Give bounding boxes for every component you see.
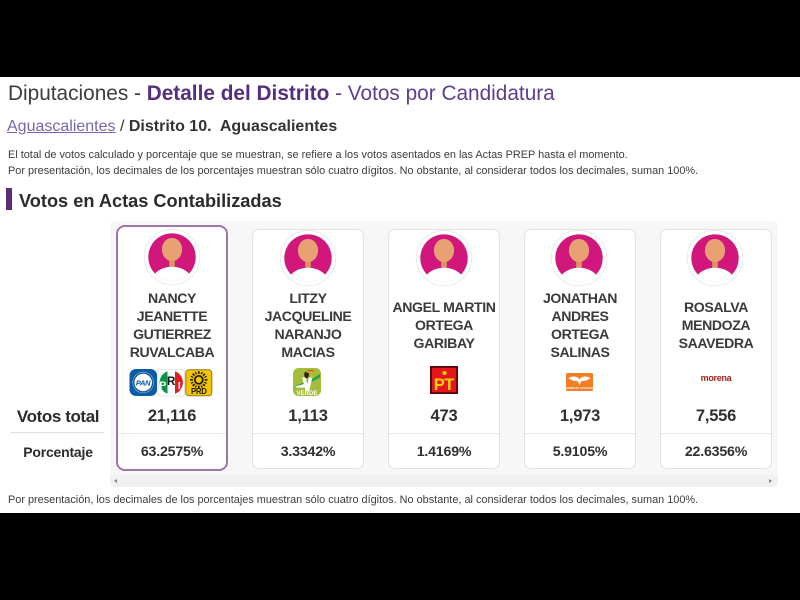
svg-text:P: P — [159, 379, 166, 391]
svg-text:PRD: PRD — [191, 387, 207, 396]
svg-text:PT: PT — [434, 376, 455, 394]
svg-text:VERDE: VERDE — [297, 391, 318, 396]
svg-text:MOVIMIENTO CIUDADANO: MOVIMIENTO CIUDADANO — [566, 386, 593, 390]
svg-text:I: I — [178, 380, 181, 392]
svg-text:R: R — [167, 376, 176, 388]
svg-text:PAN: PAN — [136, 378, 151, 387]
